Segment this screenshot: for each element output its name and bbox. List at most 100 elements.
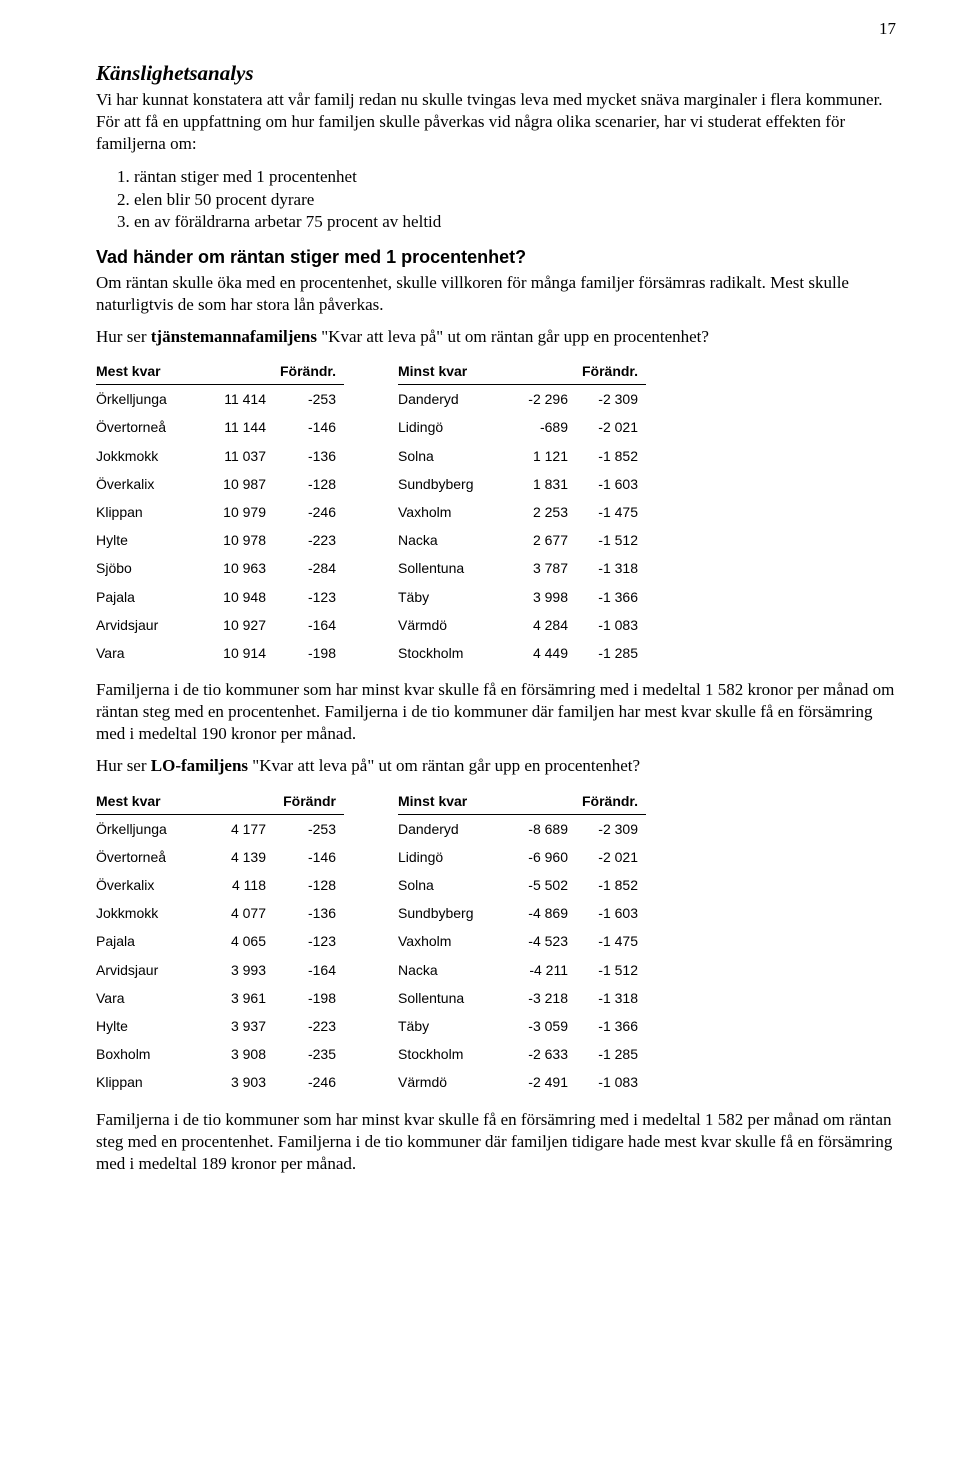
table-row: Danderyd-8 689-2 309 bbox=[398, 814, 646, 843]
table-header: Minst kvar bbox=[398, 788, 506, 815]
table-row: Hylte3 937-223 bbox=[96, 1012, 344, 1040]
table-cell: 10 987 bbox=[204, 470, 274, 498]
table-cell: -2 491 bbox=[506, 1068, 576, 1096]
table-row: Täby-3 059-1 366 bbox=[398, 1012, 646, 1040]
tables-row-tjansteman: Mest kvarFörändr.Örkelljunga11 414-253Öv… bbox=[96, 358, 896, 667]
table-cell: Övertorneå bbox=[96, 843, 204, 871]
table-cell: 10 978 bbox=[204, 526, 274, 554]
table-header: Förändr. bbox=[576, 788, 646, 815]
table-cell: -1 083 bbox=[576, 611, 646, 639]
table-cell: -235 bbox=[274, 1040, 344, 1068]
table-cell: Solna bbox=[398, 871, 506, 899]
table-cell: 10 963 bbox=[204, 554, 274, 582]
table-cell: -1 318 bbox=[576, 554, 646, 582]
table-cell: -246 bbox=[274, 1068, 344, 1096]
table-cell: -2 021 bbox=[576, 843, 646, 871]
table-cell: Täby bbox=[398, 583, 506, 611]
table-cell: 4 118 bbox=[204, 871, 274, 899]
table-cell: -253 bbox=[274, 814, 344, 843]
table-cell: 11 144 bbox=[204, 413, 274, 441]
table-row: Klippan10 979-246 bbox=[96, 498, 344, 526]
table-row: Örkelljunga11 414-253 bbox=[96, 385, 344, 414]
section-heading-rate: Vad händer om räntan stiger med 1 procen… bbox=[96, 246, 896, 269]
list-item: elen blir 50 procent dyrare bbox=[134, 189, 896, 212]
table-cell: -2 296 bbox=[506, 385, 576, 414]
table-cell: Klippan bbox=[96, 498, 204, 526]
table-row: Vara10 914-198 bbox=[96, 639, 344, 667]
table-cell: Överkalix bbox=[96, 871, 204, 899]
table-cell: Örkelljunga bbox=[96, 814, 204, 843]
table-cell: Värmdö bbox=[398, 1068, 506, 1096]
table-cell: Arvidsjaur bbox=[96, 611, 204, 639]
table-cell: Hylte bbox=[96, 526, 204, 554]
para-lo-q: Hur ser LO-familjens "Kvar att leva på" … bbox=[96, 755, 896, 777]
table-header bbox=[204, 358, 274, 385]
table-cell: Stockholm bbox=[398, 639, 506, 667]
table-header: Mest kvar bbox=[96, 358, 204, 385]
table-cell: Pajala bbox=[96, 927, 204, 955]
table-cell: -6 960 bbox=[506, 843, 576, 871]
table-row: Värmdö4 284-1 083 bbox=[398, 611, 646, 639]
table-row: Vaxholm2 253-1 475 bbox=[398, 498, 646, 526]
table-cell: Värmdö bbox=[398, 611, 506, 639]
list-item: en av föräldrarna arbetar 75 procent av … bbox=[134, 211, 896, 234]
table-cell: Pajala bbox=[96, 583, 204, 611]
table-cell: Sollentuna bbox=[398, 554, 506, 582]
table-cell: -3 059 bbox=[506, 1012, 576, 1040]
table-row: Pajala10 948-123 bbox=[96, 583, 344, 611]
table-row: Solna1 121-1 852 bbox=[398, 442, 646, 470]
table-cell: Stockholm bbox=[398, 1040, 506, 1068]
table-cell: -198 bbox=[274, 984, 344, 1012]
table-row: Lidingö-689-2 021 bbox=[398, 413, 646, 441]
table-row: Hylte10 978-223 bbox=[96, 526, 344, 554]
para-intro: Vi har kunnat konstatera att vår familj … bbox=[96, 89, 896, 155]
table-cell: 3 937 bbox=[204, 1012, 274, 1040]
table-cell: 4 065 bbox=[204, 927, 274, 955]
table-row: Sjöbo10 963-284 bbox=[96, 554, 344, 582]
table-row: Solna-5 502-1 852 bbox=[398, 871, 646, 899]
table-cell: Arvidsjaur bbox=[96, 956, 204, 984]
table-cell: Lidingö bbox=[398, 843, 506, 871]
table-cell: -3 218 bbox=[506, 984, 576, 1012]
para-rate-effect: Om räntan skulle öka med en procentenhet… bbox=[96, 272, 896, 316]
table-cell: -146 bbox=[274, 843, 344, 871]
page-number: 17 bbox=[879, 18, 896, 40]
table-cell: -1 083 bbox=[576, 1068, 646, 1096]
table-row: Överkalix10 987-128 bbox=[96, 470, 344, 498]
table-cell: Lidingö bbox=[398, 413, 506, 441]
table-cell: 10 914 bbox=[204, 639, 274, 667]
list-item: räntan stiger med 1 procentenhet bbox=[134, 166, 896, 189]
table-cell: -164 bbox=[274, 956, 344, 984]
table-cell: 11 414 bbox=[204, 385, 274, 414]
table-cell: 3 903 bbox=[204, 1068, 274, 1096]
para-tjansteman-summary: Familjerna i de tio kommuner som har min… bbox=[96, 679, 896, 745]
table-cell: -123 bbox=[274, 927, 344, 955]
table-row: Övertorneå4 139-146 bbox=[96, 843, 344, 871]
table-row: Nacka-4 211-1 512 bbox=[398, 956, 646, 984]
table-cell: 11 037 bbox=[204, 442, 274, 470]
table-row: Danderyd-2 296-2 309 bbox=[398, 385, 646, 414]
table-cell: Sundbyberg bbox=[398, 470, 506, 498]
table-cell: Täby bbox=[398, 1012, 506, 1040]
table-row: Arvidsjaur10 927-164 bbox=[96, 611, 344, 639]
table-row: Sollentuna-3 218-1 318 bbox=[398, 984, 646, 1012]
table-cell: Övertorneå bbox=[96, 413, 204, 441]
table-cell: -5 502 bbox=[506, 871, 576, 899]
table-row: Vaxholm-4 523-1 475 bbox=[398, 927, 646, 955]
table-cell: -123 bbox=[274, 583, 344, 611]
table-cell: 2 677 bbox=[506, 526, 576, 554]
table-row: Sundbyberg-4 869-1 603 bbox=[398, 899, 646, 927]
table-cell: -1 603 bbox=[576, 899, 646, 927]
table-header: Mest kvar bbox=[96, 788, 204, 815]
table-cell: -164 bbox=[274, 611, 344, 639]
table-cell: Nacka bbox=[398, 956, 506, 984]
table-cell: 4 449 bbox=[506, 639, 576, 667]
table-cell: -689 bbox=[506, 413, 576, 441]
table-cell: -136 bbox=[274, 899, 344, 927]
table-cell: 3 993 bbox=[204, 956, 274, 984]
table-header: Förändr. bbox=[274, 358, 344, 385]
table-cell: -136 bbox=[274, 442, 344, 470]
table-cell: -128 bbox=[274, 871, 344, 899]
table-row: Stockholm4 449-1 285 bbox=[398, 639, 646, 667]
table-row: Övertorneå11 144-146 bbox=[96, 413, 344, 441]
